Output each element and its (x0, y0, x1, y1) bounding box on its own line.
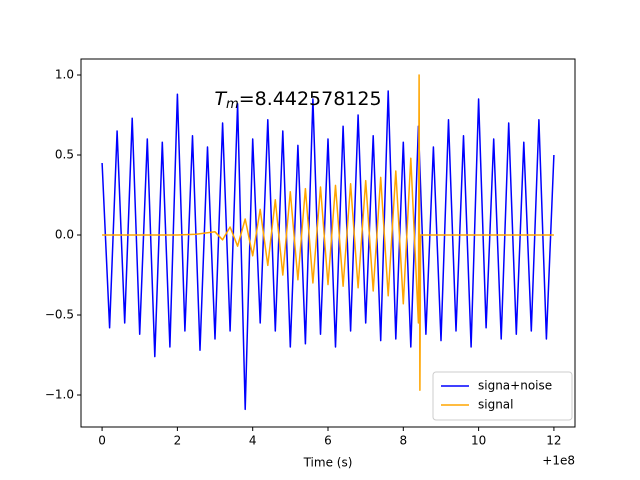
y-tick-label: 0.0 (55, 228, 74, 242)
y-tick-label: −0.5 (45, 308, 74, 322)
series-line (101, 90, 555, 411)
y-tick-label: −1.0 (45, 388, 74, 402)
x-tick-label: 0 (98, 434, 106, 448)
annotation-sub: m (226, 97, 239, 112)
x-axis-label: Time (s) (303, 456, 353, 470)
annotation: Tm=8.442578125 (214, 88, 381, 112)
x-tick-label: 8 (399, 434, 407, 448)
x-tick-label: 2 (174, 434, 182, 448)
x-offset-label: +1e8 (542, 454, 575, 468)
plot-area (101, 74, 555, 411)
legend-label: signal (478, 398, 514, 412)
legend-box (432, 371, 573, 421)
series-line (102, 74, 554, 391)
annotation-rest: =8.442578125 (239, 88, 382, 110)
annotation-main: T (214, 88, 227, 110)
y-tick-label: 0.5 (55, 148, 74, 162)
x-tick-label: 12 (546, 434, 561, 448)
x-tick-label: 4 (249, 434, 257, 448)
x-tick-label: 6 (324, 434, 332, 448)
y-tick-label: 1.0 (55, 68, 74, 82)
legend-label: signa+noise (478, 379, 552, 393)
x-tick-label: 10 (471, 434, 486, 448)
